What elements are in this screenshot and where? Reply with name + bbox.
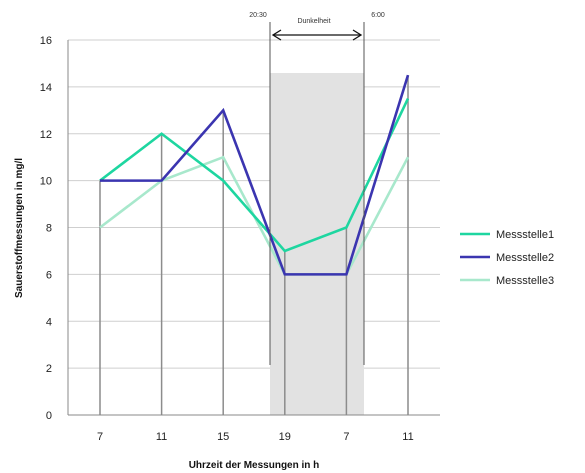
y-tick-label: 0 <box>46 410 52 422</box>
y-tick-labels: 0 2 4 6 8 10 12 14 16 <box>40 35 52 422</box>
legend-label: Messstelle2 <box>496 252 554 264</box>
y-axis-title: Sauerstoffmessungen in mg/l <box>14 158 25 298</box>
y-tick-label: 10 <box>40 176 52 188</box>
darkness-end-note: 6:00 <box>371 12 385 19</box>
series-line-messstelle1 <box>99 98 410 253</box>
series-line-messstelle2 <box>100 74 410 276</box>
y-tick-label: 14 <box>40 82 52 94</box>
y-tick-label: 16 <box>40 35 52 47</box>
series-lines <box>99 74 410 276</box>
y-tick-label: 6 <box>46 269 52 281</box>
x-tick-label: 7 <box>343 431 349 443</box>
darkness-label: Dunkelheit <box>297 18 330 25</box>
y-tick-label: 2 <box>46 363 52 375</box>
x-tick-labels: 7 11 15 19 7 11 <box>97 431 414 443</box>
legend-label: Messstelle1 <box>496 229 554 241</box>
darkness-shaded-band <box>270 73 364 415</box>
y-tick-label: 8 <box>46 223 52 235</box>
x-tick-label: 7 <box>97 431 103 443</box>
x-axis-title: Uhrzeit der Messungen in h <box>189 460 320 471</box>
legend-label: Messstelle3 <box>496 275 554 287</box>
darkness-arrow-left-head <box>271 29 282 41</box>
x-tick-label: 15 <box>217 431 229 443</box>
y-tick-label: 4 <box>46 316 52 328</box>
measurement-drop-lines <box>99 75 409 415</box>
legend: Messstelle1 Messstelle2 Messstelle3 <box>460 229 554 287</box>
darkness-arrow-right-head <box>352 29 363 41</box>
y-tick-label: 12 <box>40 129 52 141</box>
x-tick-label: 19 <box>279 431 291 443</box>
darkness-annotation: Dunkelheit 20:30 6:00 <box>249 12 385 365</box>
x-tick-label: 11 <box>402 431 413 443</box>
x-tick-label: 11 <box>156 431 167 443</box>
darkness-start-note: 20:30 <box>249 12 267 19</box>
